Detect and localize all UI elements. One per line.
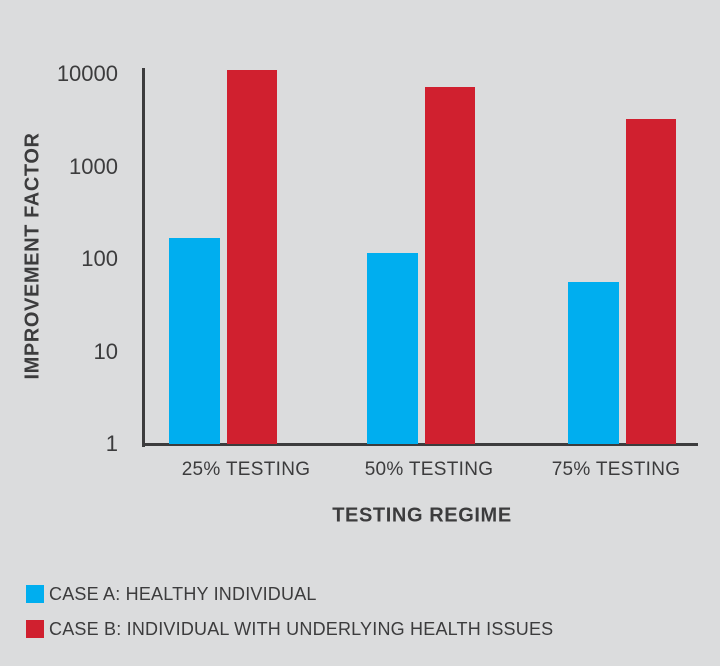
bar-case-a-group-3	[568, 282, 619, 444]
bar-case-b-group-3	[626, 118, 676, 444]
legend-swatch-case-b	[26, 620, 44, 638]
y-tick-label: 1	[105, 431, 118, 456]
y-axis-line	[142, 68, 145, 447]
legend-label-case-a: CASE A: HEALTHY INDIVIDUAL	[49, 583, 317, 604]
legend-item-case-b: CASE B: INDIVIDUAL WITH UNDERLYING HEALT…	[26, 618, 554, 639]
y-tick-label: 10000	[56, 61, 118, 86]
legend-item-case-a: CASE A: HEALTHY INDIVIDUAL	[26, 583, 553, 604]
bar-case-b-group-2	[425, 87, 475, 444]
legend-label-case-b: CASE B: INDIVIDUAL WITH UNDERLYING HEALT…	[49, 618, 554, 639]
y-tick-label: 100	[81, 246, 118, 271]
y-tick-label: 1000	[69, 153, 118, 179]
x-tick-label: 25% TESTING	[181, 459, 311, 480]
x-axis-title: TESTING REGIME	[332, 504, 512, 527]
bar-case-a-group-1	[169, 237, 220, 444]
legend: CASE A: HEALTHY INDIVIDUAL CASE B: INDIV…	[26, 583, 554, 655]
y-axis-title: IMPROVEMENT FACTOR	[21, 132, 44, 380]
x-axis-line	[142, 443, 698, 446]
y-tick-label: 10	[93, 338, 118, 364]
legend-swatch-case-a	[26, 585, 44, 603]
x-tick-label: 75% TESTING	[551, 459, 681, 480]
x-tick-label: 50% TESTING	[364, 459, 494, 480]
bar-case-b-group-1	[227, 70, 277, 444]
bar-case-a-group-2	[367, 253, 418, 444]
